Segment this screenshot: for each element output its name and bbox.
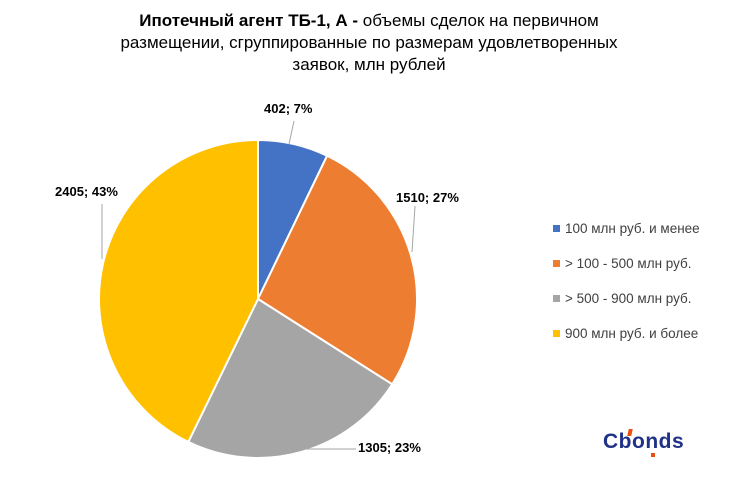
chart-title-line-2: размещении, сгруппированные по размерам … [120, 33, 618, 52]
legend-item-3: > 500 - 900 млн руб. [553, 291, 700, 306]
legend-swatch-gray [553, 295, 560, 302]
chart-title: Ипотечный агент ТБ-1, А - объемы сделок … [59, 10, 679, 76]
legend-label-2: > 100 - 500 млн руб. [565, 256, 692, 271]
cbonds-logo: Cbonds [603, 429, 685, 457]
pie-slice-yellow [97, 139, 259, 443]
legend-item-4: 900 млн руб. и более [553, 326, 700, 341]
data-label-blue: 402; 7% [264, 101, 313, 116]
cbonds-logo-dot-icon [651, 453, 655, 457]
leader-line-blue [288, 120, 295, 145]
legend: 100 млн руб. и менее > 100 - 500 млн руб… [553, 221, 700, 341]
leader-line-orange [411, 205, 416, 253]
legend-label-3: > 500 - 900 млн руб. [565, 291, 692, 306]
pie-slice-orange [257, 154, 418, 386]
legend-swatch-blue [553, 225, 560, 232]
cbonds-logo-text: Cbonds [603, 430, 685, 453]
legend-swatch-orange [553, 260, 560, 267]
leader-lines [101, 120, 416, 450]
chart-title-line-1-rest: объемы сделок на первичном [362, 11, 599, 30]
chart-title-bold: Ипотечный агент ТБ-1, А - [139, 11, 363, 30]
legend-label-1: 100 млн руб. и менее [565, 221, 700, 236]
legend-label-4: 900 млн руб. и более [565, 326, 699, 341]
chart-title-line-3: заявок, млн рублей [292, 55, 446, 74]
chart-title-line-1: Ипотечный агент ТБ-1, А - объемы сделок … [59, 10, 679, 32]
data-label-orange: 1510; 27% [396, 190, 459, 205]
legend-swatch-yellow [553, 330, 560, 337]
data-label-yellow: 2405; 43% [55, 184, 118, 199]
data-label-gray: 1305; 23% [358, 440, 421, 455]
legend-item-1: 100 млн руб. и менее [553, 221, 700, 236]
pie-slices [97, 139, 418, 459]
legend-item-2: > 100 - 500 млн руб. [553, 256, 700, 271]
